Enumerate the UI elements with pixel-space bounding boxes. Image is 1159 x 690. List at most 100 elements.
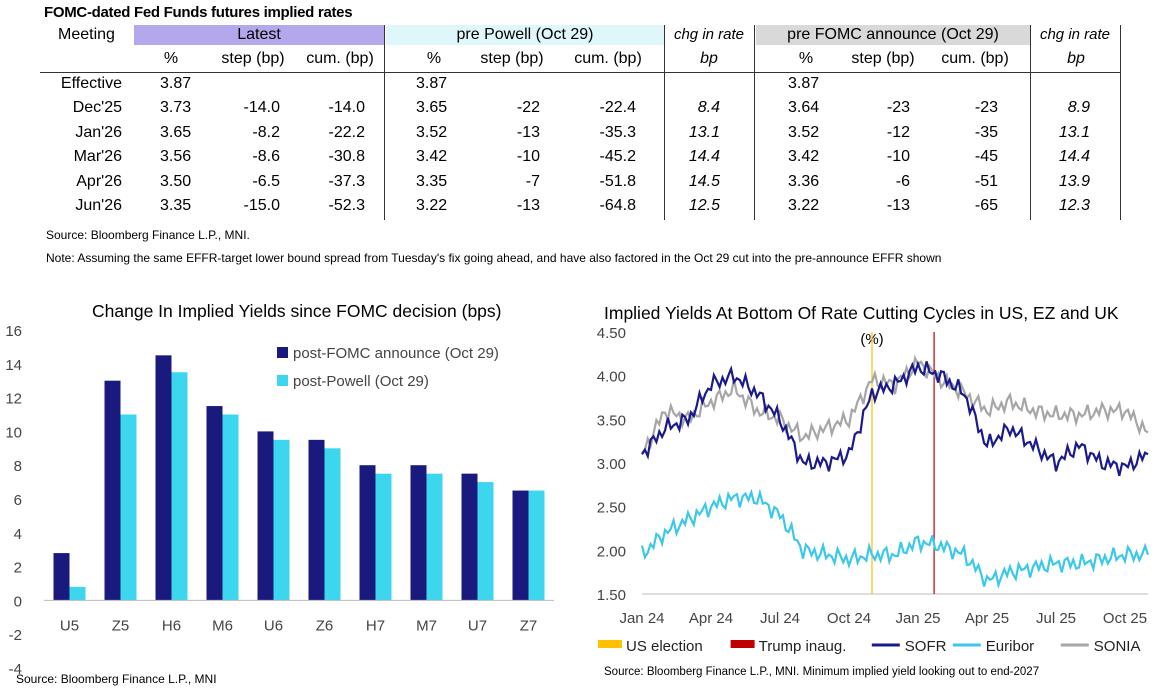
table-cell: 3.87 xyxy=(416,75,448,92)
bar xyxy=(477,482,494,601)
group-band-latest xyxy=(134,25,384,45)
bar xyxy=(461,473,478,601)
series-line-sonia xyxy=(641,354,1149,454)
bar xyxy=(104,380,121,601)
table-cell: -13 xyxy=(516,123,540,141)
table-divider xyxy=(664,25,665,220)
bar xyxy=(206,406,223,601)
group-band-pre-fomc xyxy=(756,25,1030,45)
table-cell: 14.4 xyxy=(688,148,720,166)
table-cell: 3.87 xyxy=(160,75,192,92)
y-tick-label: 4 xyxy=(14,526,22,543)
line-chart-title: Implied Yields At Bottom Of Rate Cutting… xyxy=(604,303,1119,323)
group-header-latest: Latest xyxy=(237,26,281,43)
bar-chart-source: Source: Bloomberg Finance L.P., MNI xyxy=(16,672,217,686)
table-cell: 3.65 xyxy=(416,99,448,117)
x-tick-label: Z6 xyxy=(316,617,334,634)
y-tick-label: 2.00 xyxy=(597,543,626,560)
meeting-header: Meeting xyxy=(58,26,115,43)
legend-label: Trump inaug. xyxy=(759,638,847,655)
x-tick-label: Jan 25 xyxy=(895,610,940,627)
x-tick-label: Jul 24 xyxy=(760,610,800,627)
row-label: Apr'26 xyxy=(76,172,122,190)
x-tick-label: Apr 25 xyxy=(965,610,1009,627)
table-cell: 8.4 xyxy=(697,99,720,117)
y-tick-label: 2.50 xyxy=(597,500,626,517)
x-tick-label: M6 xyxy=(212,617,233,634)
group-header-chg-rate-2: chg in rate xyxy=(1039,26,1111,43)
subheader: cum. (bp) xyxy=(941,50,1009,67)
x-tick-label: U7 xyxy=(468,617,487,634)
bar xyxy=(410,465,427,601)
table-cell: 3.64 xyxy=(788,99,820,117)
subheader: step (bp) xyxy=(221,50,285,67)
x-tick-label: U6 xyxy=(264,617,283,634)
table-cell: -14.0 xyxy=(328,99,365,117)
table-cell: 3.73 xyxy=(160,99,192,117)
table-divider xyxy=(754,25,755,220)
table-cell: 3.52 xyxy=(416,123,448,141)
y-tick-label: 3.50 xyxy=(597,412,626,429)
table-cell: -64.8 xyxy=(599,197,636,214)
bar xyxy=(171,372,188,601)
table-cell: 3.35 xyxy=(160,197,192,214)
table-cell: -35.3 xyxy=(599,123,636,141)
subheader: % xyxy=(163,50,179,67)
table-rule xyxy=(40,72,1121,73)
group-band-pre-powell xyxy=(386,25,664,45)
y-tick-label: 1.50 xyxy=(597,587,626,604)
subheader: % xyxy=(426,50,442,67)
row-label: Effective xyxy=(60,75,122,92)
table-note: Note: Assuming the same EFFR-target lowe… xyxy=(46,251,942,265)
table-cell: -45.2 xyxy=(599,148,636,166)
table-cell: -22.4 xyxy=(599,99,636,117)
x-tick-label: Oct 25 xyxy=(1103,610,1147,627)
y-tick-label: 2 xyxy=(14,560,22,577)
subheader: bp xyxy=(1067,50,1085,67)
subheader: cum. (bp) xyxy=(574,50,642,67)
bar xyxy=(359,465,376,601)
subheader: cum. (bp) xyxy=(306,50,374,67)
x-tick-label: Apr 24 xyxy=(689,610,733,627)
table-cell: 3.36 xyxy=(788,172,820,190)
bar xyxy=(222,414,239,601)
table-cell: -22 xyxy=(516,99,540,117)
subheader: step (bp) xyxy=(851,50,915,67)
x-tick-label: H6 xyxy=(162,617,181,634)
table-cell: -65 xyxy=(974,197,998,214)
legend-swatch xyxy=(730,640,755,648)
table-cell: 12.5 xyxy=(688,197,720,214)
legend-label: US election xyxy=(626,638,703,655)
x-tick-label: Jul 25 xyxy=(1036,610,1076,627)
bar xyxy=(528,490,545,601)
table-cell: 3.56 xyxy=(160,148,192,166)
table-cell: -30.8 xyxy=(328,148,365,166)
table-cell: -45 xyxy=(974,148,998,166)
series-line-sofr xyxy=(641,360,1149,477)
legend-label: post-FOMC announce (Oct 29) xyxy=(293,345,499,362)
table-cell: -13 xyxy=(886,197,910,214)
table-divider xyxy=(1030,25,1031,220)
legend-label: Euribor xyxy=(986,638,1034,655)
x-tick-label: M7 xyxy=(416,617,437,634)
table-cell: -8.2 xyxy=(252,123,280,141)
bar-chart-title: Change In Implied Yields since FOMC deci… xyxy=(92,301,502,321)
table-divider xyxy=(1120,25,1121,220)
table-cell: 3.50 xyxy=(160,172,192,190)
table-source: Source: Bloomberg Finance L.P., MNI. xyxy=(46,228,250,242)
bar xyxy=(120,414,137,601)
table-cell: 3.42 xyxy=(788,148,820,166)
table-cell: 14.5 xyxy=(688,172,720,190)
bar xyxy=(426,473,443,601)
y-tick-label: 3.00 xyxy=(597,456,626,473)
table-cell: 3.87 xyxy=(788,75,820,92)
table-cell: 3.42 xyxy=(416,148,448,166)
table-cell: -23 xyxy=(886,99,910,117)
row-label: Jun'26 xyxy=(75,197,122,214)
table-cell: 3.52 xyxy=(788,123,820,141)
x-tick-label: Z7 xyxy=(520,617,538,634)
table-cell: -10 xyxy=(516,148,540,166)
table-cell: -22.2 xyxy=(328,123,365,141)
x-tick-label: Z5 xyxy=(112,617,130,634)
y-tick-label: 16 xyxy=(5,323,22,340)
